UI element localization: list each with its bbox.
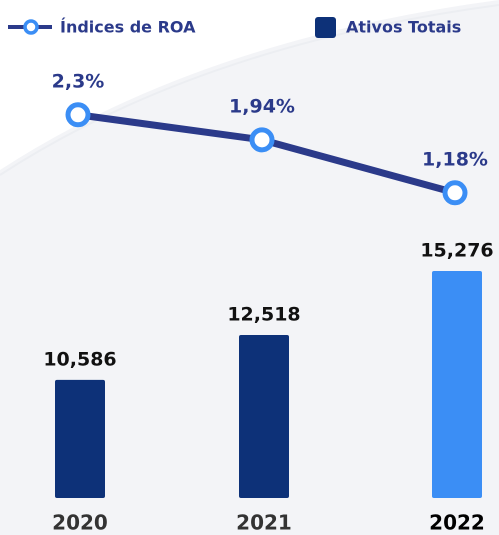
roa-value-label: 1,18% (422, 148, 488, 170)
bar-value-label: 15,276 (420, 240, 493, 262)
roa-marker (249, 127, 275, 153)
x-tick-label: 2020 (52, 511, 108, 535)
bar (432, 271, 482, 498)
roa-value-label: 1,94% (229, 95, 295, 117)
legend-marker (23, 19, 39, 35)
legend: Índices de ROA Ativos Totais (8, 17, 461, 38)
background-curve (0, 4, 499, 176)
bar (239, 335, 289, 498)
legend-label: Ativos Totais (346, 18, 461, 37)
roa-value-label: 2,3% (52, 70, 105, 92)
legend-label: Índices de ROA (60, 18, 196, 37)
bar-value-label: 10,586 (43, 348, 116, 370)
bar-value-label: 12,518 (227, 304, 300, 326)
roa-marker (65, 102, 91, 128)
x-tick-label: 2021 (236, 511, 292, 535)
x-tick-label: 2022 (429, 511, 485, 535)
legend-swatch (315, 17, 336, 38)
bar (55, 379, 105, 498)
roa-marker (442, 180, 468, 206)
